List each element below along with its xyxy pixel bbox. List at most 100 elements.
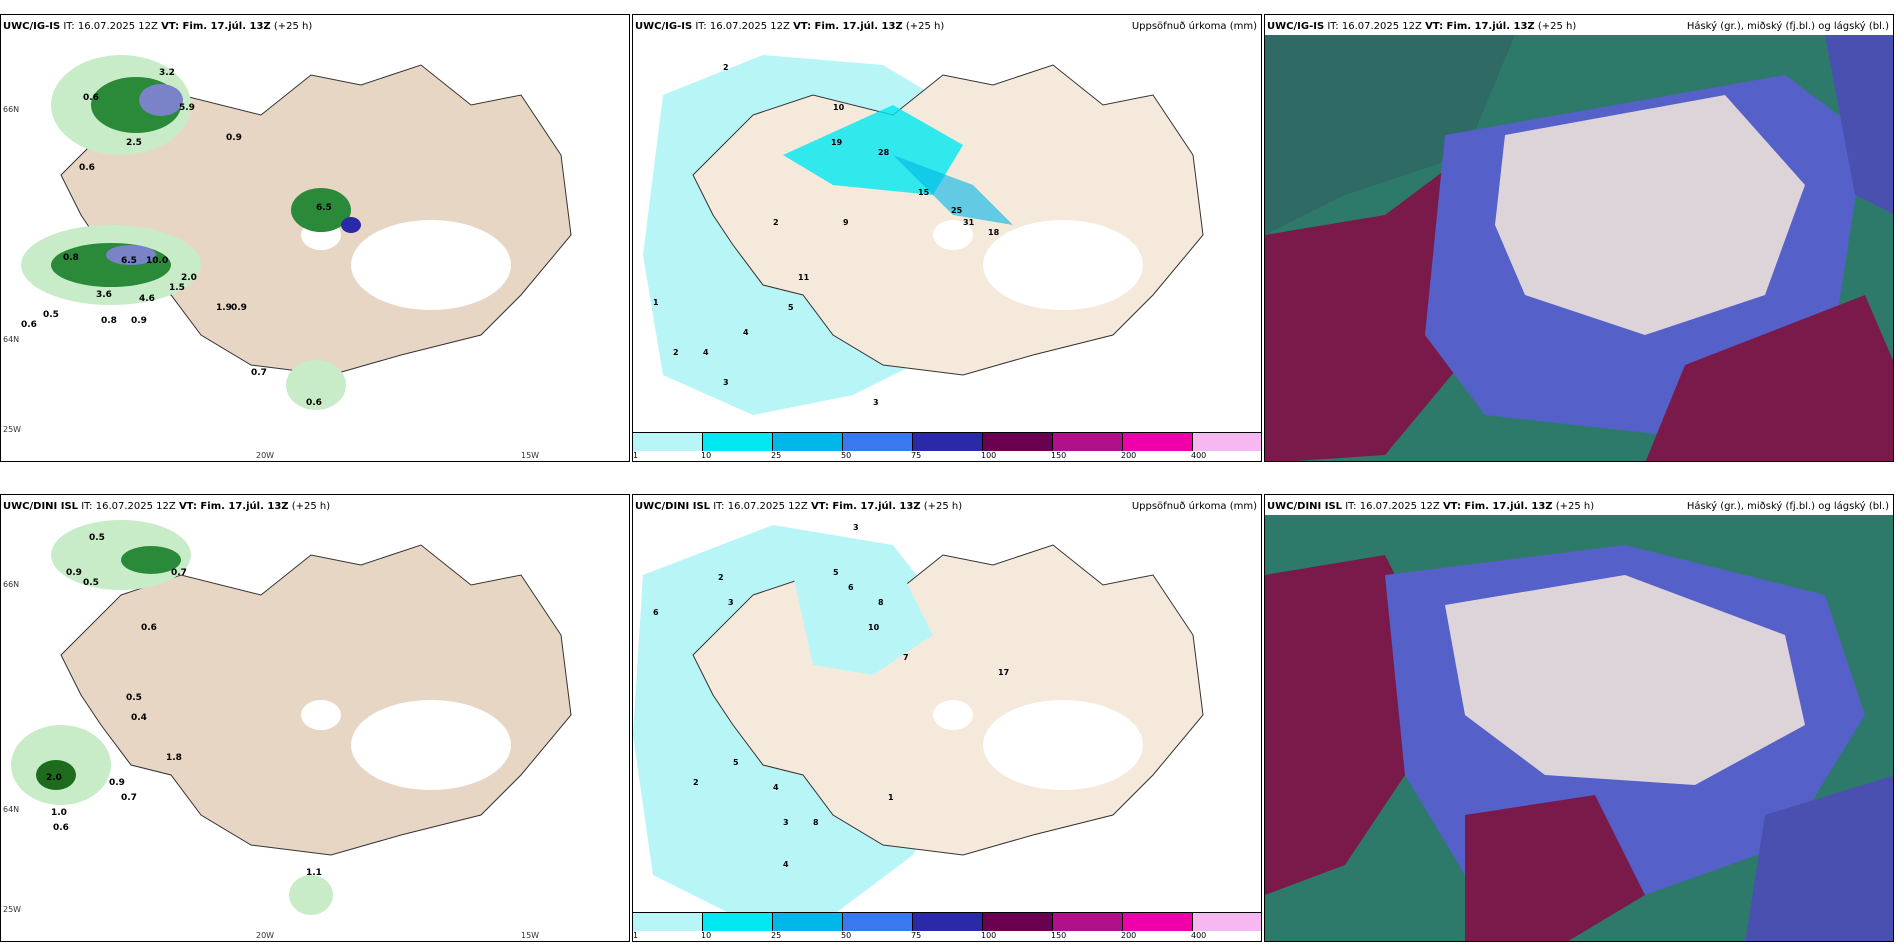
value-label: 0.8 [101, 316, 117, 326]
legend-swatch [913, 913, 983, 931]
lon-label: 20W [256, 451, 275, 460]
map-wind-precip: 0.5 0.9 0.5 0.6 0.7 0.5 0.4 2.0 0.9 0.7 … [1, 515, 629, 941]
lat-label: 64N [3, 335, 20, 344]
legend-swatch [703, 433, 773, 451]
model-name: UWC/IG-IS [3, 21, 61, 32]
legend-ticks: 1 10 25 50 75 100 150 200 400 [633, 451, 1261, 461]
value-label: 1 [653, 298, 659, 307]
value-label: 7 [903, 653, 909, 662]
vt-text: VT: Fim. 17.júl. 13Z [178, 501, 289, 512]
panel-title: Háský (gr.), miðský (fj.bl.) og lágský (… [1686, 21, 1889, 32]
lead-text: (+25 h) [1555, 501, 1595, 512]
vt-text: VT: Fim. 17.júl. 13Z [793, 21, 903, 32]
it-text: IT: 16.07.2025 12Z [1327, 21, 1422, 32]
legend-swatch [913, 433, 983, 451]
value-label: 3 [723, 378, 729, 387]
value-label: 2.0 [181, 273, 197, 283]
value-label: 4 [783, 860, 789, 869]
value-label: 2 [773, 218, 779, 227]
legend-swatch [1193, 913, 1261, 931]
legend-tick: 10 [701, 931, 712, 940]
legend-swatch [773, 913, 843, 931]
legend-swatch [983, 913, 1053, 931]
model-name: UWC/IG-IS [1267, 21, 1325, 32]
value-label: 3 [853, 523, 859, 532]
legend-swatch [633, 913, 703, 931]
value-label: 4 [703, 348, 709, 357]
legend-tick: 25 [771, 931, 782, 940]
legend-swatch [1193, 433, 1261, 451]
value-label: 10 [833, 103, 845, 112]
value-label: 0.6 [306, 398, 322, 408]
it-text: IT: 16.07.2025 12Z [713, 501, 808, 512]
value-label: 3 [728, 598, 734, 607]
it-text: IT: 16.07.2025 12Z [1345, 501, 1440, 512]
value-label: 1.0 [51, 808, 67, 818]
legend-tick: 10 [701, 451, 712, 460]
value-label: 1 [888, 793, 894, 802]
value-label: 0.5 [126, 693, 142, 703]
legend-tick: 200 [1121, 931, 1137, 940]
legend-tick: 1 [633, 451, 639, 460]
value-label: 0.6 [21, 320, 37, 330]
panel-header: UWC/DINI ISL IT: 16.07.2025 12Z VT: Fim.… [1267, 501, 1594, 512]
precip-legend [633, 912, 1261, 931]
panel-clouds-dini: UWC/DINI ISL IT: 16.07.2025 12Z VT: Fim.… [1264, 494, 1894, 942]
value-label: 0.9 [231, 303, 247, 313]
lon-label: 15W [521, 451, 540, 460]
panel-title: Uppsöfnuð úrkoma (mm) [1131, 501, 1257, 512]
lon-label: 15W [521, 931, 540, 940]
value-label: 2 [718, 573, 724, 582]
vt-text: VT: Fim. 17.júl. 13Z [161, 21, 271, 32]
value-label: 3 [783, 818, 789, 827]
legend-tick: 75 [911, 931, 922, 940]
lon-label: 25W [3, 905, 22, 914]
value-label: 5.9 [179, 103, 195, 113]
panel-precip-dini: UWC/DINI ISL IT: 16.07.2025 12Z VT: Fim.… [632, 494, 1262, 942]
vt-text: VT: Fim. 17.júl. 13Z [1442, 501, 1553, 512]
value-label: 1.5 [169, 283, 185, 293]
legend-tick: 150 [1051, 931, 1067, 940]
lat-label: 66N [3, 105, 20, 114]
value-label: 3.2 [159, 68, 175, 78]
panel-wind-dini: UWC/DINI ISL IT: 16.07.2025 12Z VT: Fim.… [0, 494, 630, 942]
value-label: 4.6 [139, 294, 155, 304]
value-label: 0.6 [141, 623, 157, 633]
panel-clouds-ig: UWC/IG-IS IT: 16.07.2025 12Z VT: Fim. 17… [1264, 14, 1894, 462]
model-name: UWC/DINI ISL [1267, 501, 1343, 512]
value-label: 8 [813, 818, 819, 827]
value-label: 0.4 [131, 713, 147, 723]
legend-swatch [633, 433, 703, 451]
value-label: 0.7 [171, 568, 187, 578]
value-label: 25 [951, 206, 963, 215]
map-precip-accum: 2 10 19 28 15 25 31 18 2 11 9 4 5 3 2 1 … [633, 35, 1261, 461]
legend-swatch [983, 433, 1053, 451]
model-name: UWC/IG-IS [635, 21, 693, 32]
legend-tick: 400 [1191, 451, 1207, 460]
value-label: 10 [868, 623, 880, 632]
value-label: 0.9 [109, 778, 125, 788]
panel-header: UWC/DINI ISL IT: 16.07.2025 12Z VT: Fim.… [3, 501, 330, 512]
lead-text: (+25 h) [1537, 21, 1577, 32]
legend-swatch [843, 433, 913, 451]
value-label: 3.6 [96, 290, 112, 300]
value-label: 3 [873, 398, 879, 407]
panel-header: UWC/IG-IS IT: 16.07.2025 12Z VT: Fim. 17… [3, 21, 312, 32]
it-text: IT: 16.07.2025 12Z [63, 21, 158, 32]
value-label: 4 [743, 328, 749, 337]
legend-tick: 200 [1121, 451, 1137, 460]
map-clouds [1265, 515, 1893, 941]
legend-tick: 100 [981, 931, 997, 940]
value-label: 0.9 [66, 568, 82, 578]
value-label: 1.8 [166, 753, 182, 763]
legend-swatch [1123, 913, 1193, 931]
value-label: 9 [843, 218, 849, 227]
lead-text: (+25 h) [273, 21, 313, 32]
legend-swatch [1053, 433, 1123, 451]
legend-tick: 75 [911, 451, 922, 460]
it-text: IT: 16.07.2025 12Z [81, 501, 176, 512]
value-label: 1.1 [306, 868, 322, 878]
legend-tick: 100 [981, 451, 997, 460]
vt-text: VT: Fim. 17.júl. 13Z [810, 501, 921, 512]
value-label: 0.5 [43, 310, 59, 320]
